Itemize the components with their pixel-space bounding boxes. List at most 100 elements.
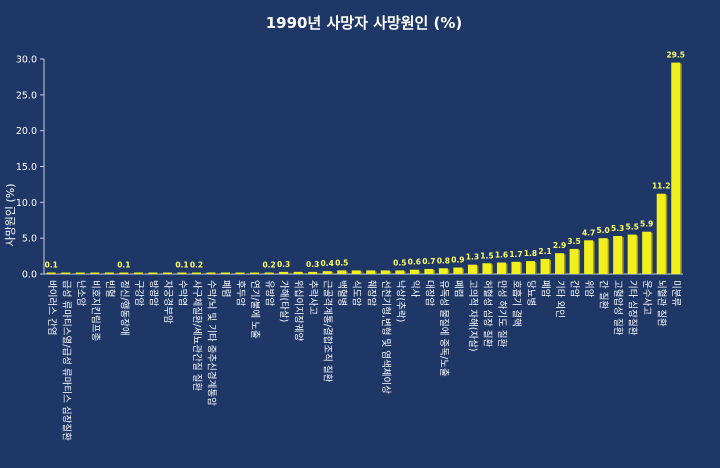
bar-rect [671, 62, 681, 275]
x-tick-label: 간암 [569, 280, 581, 298]
bar [279, 271, 290, 274]
x-tick-label: 수막염 [176, 280, 187, 306]
bar [555, 253, 566, 274]
data-label: 2.9 [553, 241, 566, 250]
bar [351, 270, 363, 274]
x-tick-label: 식도암 [351, 280, 363, 306]
bar [75, 272, 87, 274]
x-tick-label: 구강암 [133, 280, 145, 306]
bar [177, 272, 188, 274]
x-tick-label: 위십이지장궤양 [293, 280, 305, 341]
bar [496, 262, 508, 274]
x-tick-label: 대장암 [423, 280, 435, 306]
x-tick-label: 위암 [583, 280, 595, 298]
bar-rect [119, 272, 129, 274]
data-label: 0.8 [437, 256, 450, 265]
x-tick-label: 후두암 [235, 280, 247, 306]
x-tick-label: 뇌혈관 질환 [656, 280, 668, 327]
x-tick-label: 운수사고 [641, 280, 652, 315]
data-label: 29.5 [666, 51, 685, 60]
bar [133, 272, 145, 274]
x-tick-label: 만성 하기도 질환 [496, 280, 508, 347]
bar-rect [322, 271, 332, 274]
bar [642, 231, 653, 274]
x-tick-label: 급성 류마티스열/급성 류마티스 심장질환 [60, 280, 72, 441]
data-label: 0.1 [117, 261, 130, 270]
x-tick-label: 기타 외인 [554, 280, 566, 318]
x-tick-label: 호흡기 결핵 [510, 280, 522, 327]
bar [511, 261, 522, 274]
bar-rect [555, 253, 565, 274]
bar-rect [337, 270, 347, 274]
bar [656, 193, 668, 274]
bar [438, 268, 450, 274]
bar-rect [569, 248, 579, 274]
x-tick-label: 폐암 [540, 280, 552, 298]
bar-rect [380, 270, 390, 274]
x-tick-label: 고혈압성 질환 [612, 280, 624, 336]
x-tick-label: 낙상(추락) [394, 280, 406, 322]
bar-rect [148, 272, 158, 274]
bar-rect [496, 262, 506, 274]
bar-rect [526, 261, 536, 274]
data-label: 4.7 [582, 228, 595, 237]
bar [540, 258, 552, 274]
bar-rect [191, 272, 201, 274]
bar-rect [424, 268, 434, 274]
bar [235, 272, 247, 274]
bar-rect [627, 234, 637, 274]
bar-rect [642, 231, 652, 274]
y-tick-label: 25.0 [16, 90, 37, 101]
x-tick-label: 폐렴 [452, 280, 464, 297]
bar-rect [250, 272, 260, 274]
bar-rect [75, 272, 85, 274]
bar-rect [613, 236, 623, 274]
bar [104, 272, 116, 274]
bar-rect [467, 264, 477, 274]
bar-rect [366, 270, 376, 274]
data-label: 5.5 [626, 223, 639, 232]
y-tick-label: 20.0 [16, 126, 37, 137]
data-label: 0.3 [277, 260, 290, 269]
x-tick-label: 당뇨병 [525, 280, 536, 306]
x-tick-label: 유독성 물질에 중독/노출 [438, 280, 450, 377]
x-tick-label: 췌장암 [365, 280, 377, 306]
bar [366, 270, 377, 274]
bar-rect [409, 269, 419, 274]
x-tick-label: 간 질환 [598, 280, 610, 309]
bar [322, 271, 334, 274]
x-tick-label: 추락사고 [307, 280, 319, 315]
bar [482, 263, 493, 274]
bar-rect [511, 261, 521, 274]
data-label: 0.1 [175, 261, 188, 270]
bar [148, 272, 159, 274]
bar-rect [221, 272, 231, 274]
data-label: 5.9 [640, 220, 653, 229]
x-tick-label: 백혈병 [336, 280, 348, 306]
bar [395, 270, 406, 274]
bar [467, 264, 479, 274]
x-tick-label: 정신/행동장애 [118, 280, 130, 336]
bar-rect [351, 270, 361, 274]
bar [671, 62, 682, 275]
data-label: 0.1 [45, 261, 58, 270]
data-labels: 0.1 0.1 0.1 0.2 0.2 0.3 0.3 0.4 0.5 0.5 0.6 0.7 0.8 0… [45, 51, 685, 270]
x-tick-label: 수막/뇌 및 기타 중추신경계통암 [206, 280, 218, 406]
bar-rect [438, 268, 448, 274]
bar-rect [90, 272, 100, 274]
bars [46, 62, 682, 275]
x-tick-label: 기타 심장질환 [627, 280, 639, 336]
bar [613, 236, 624, 274]
bar [569, 248, 581, 274]
data-label: 0.4 [321, 259, 334, 268]
data-label: 1.3 [466, 253, 479, 262]
data-label: 1.8 [524, 249, 537, 258]
x-tick-label: 익사 [409, 280, 421, 298]
data-label: 2.1 [538, 247, 551, 256]
data-label: 0.6 [408, 258, 421, 267]
bar [308, 271, 319, 274]
x-tick-label: 근골격계통/결합조직 질환 [322, 280, 334, 383]
x-tick-label: 미분류 [670, 280, 681, 306]
data-label: 3.5 [567, 237, 580, 246]
